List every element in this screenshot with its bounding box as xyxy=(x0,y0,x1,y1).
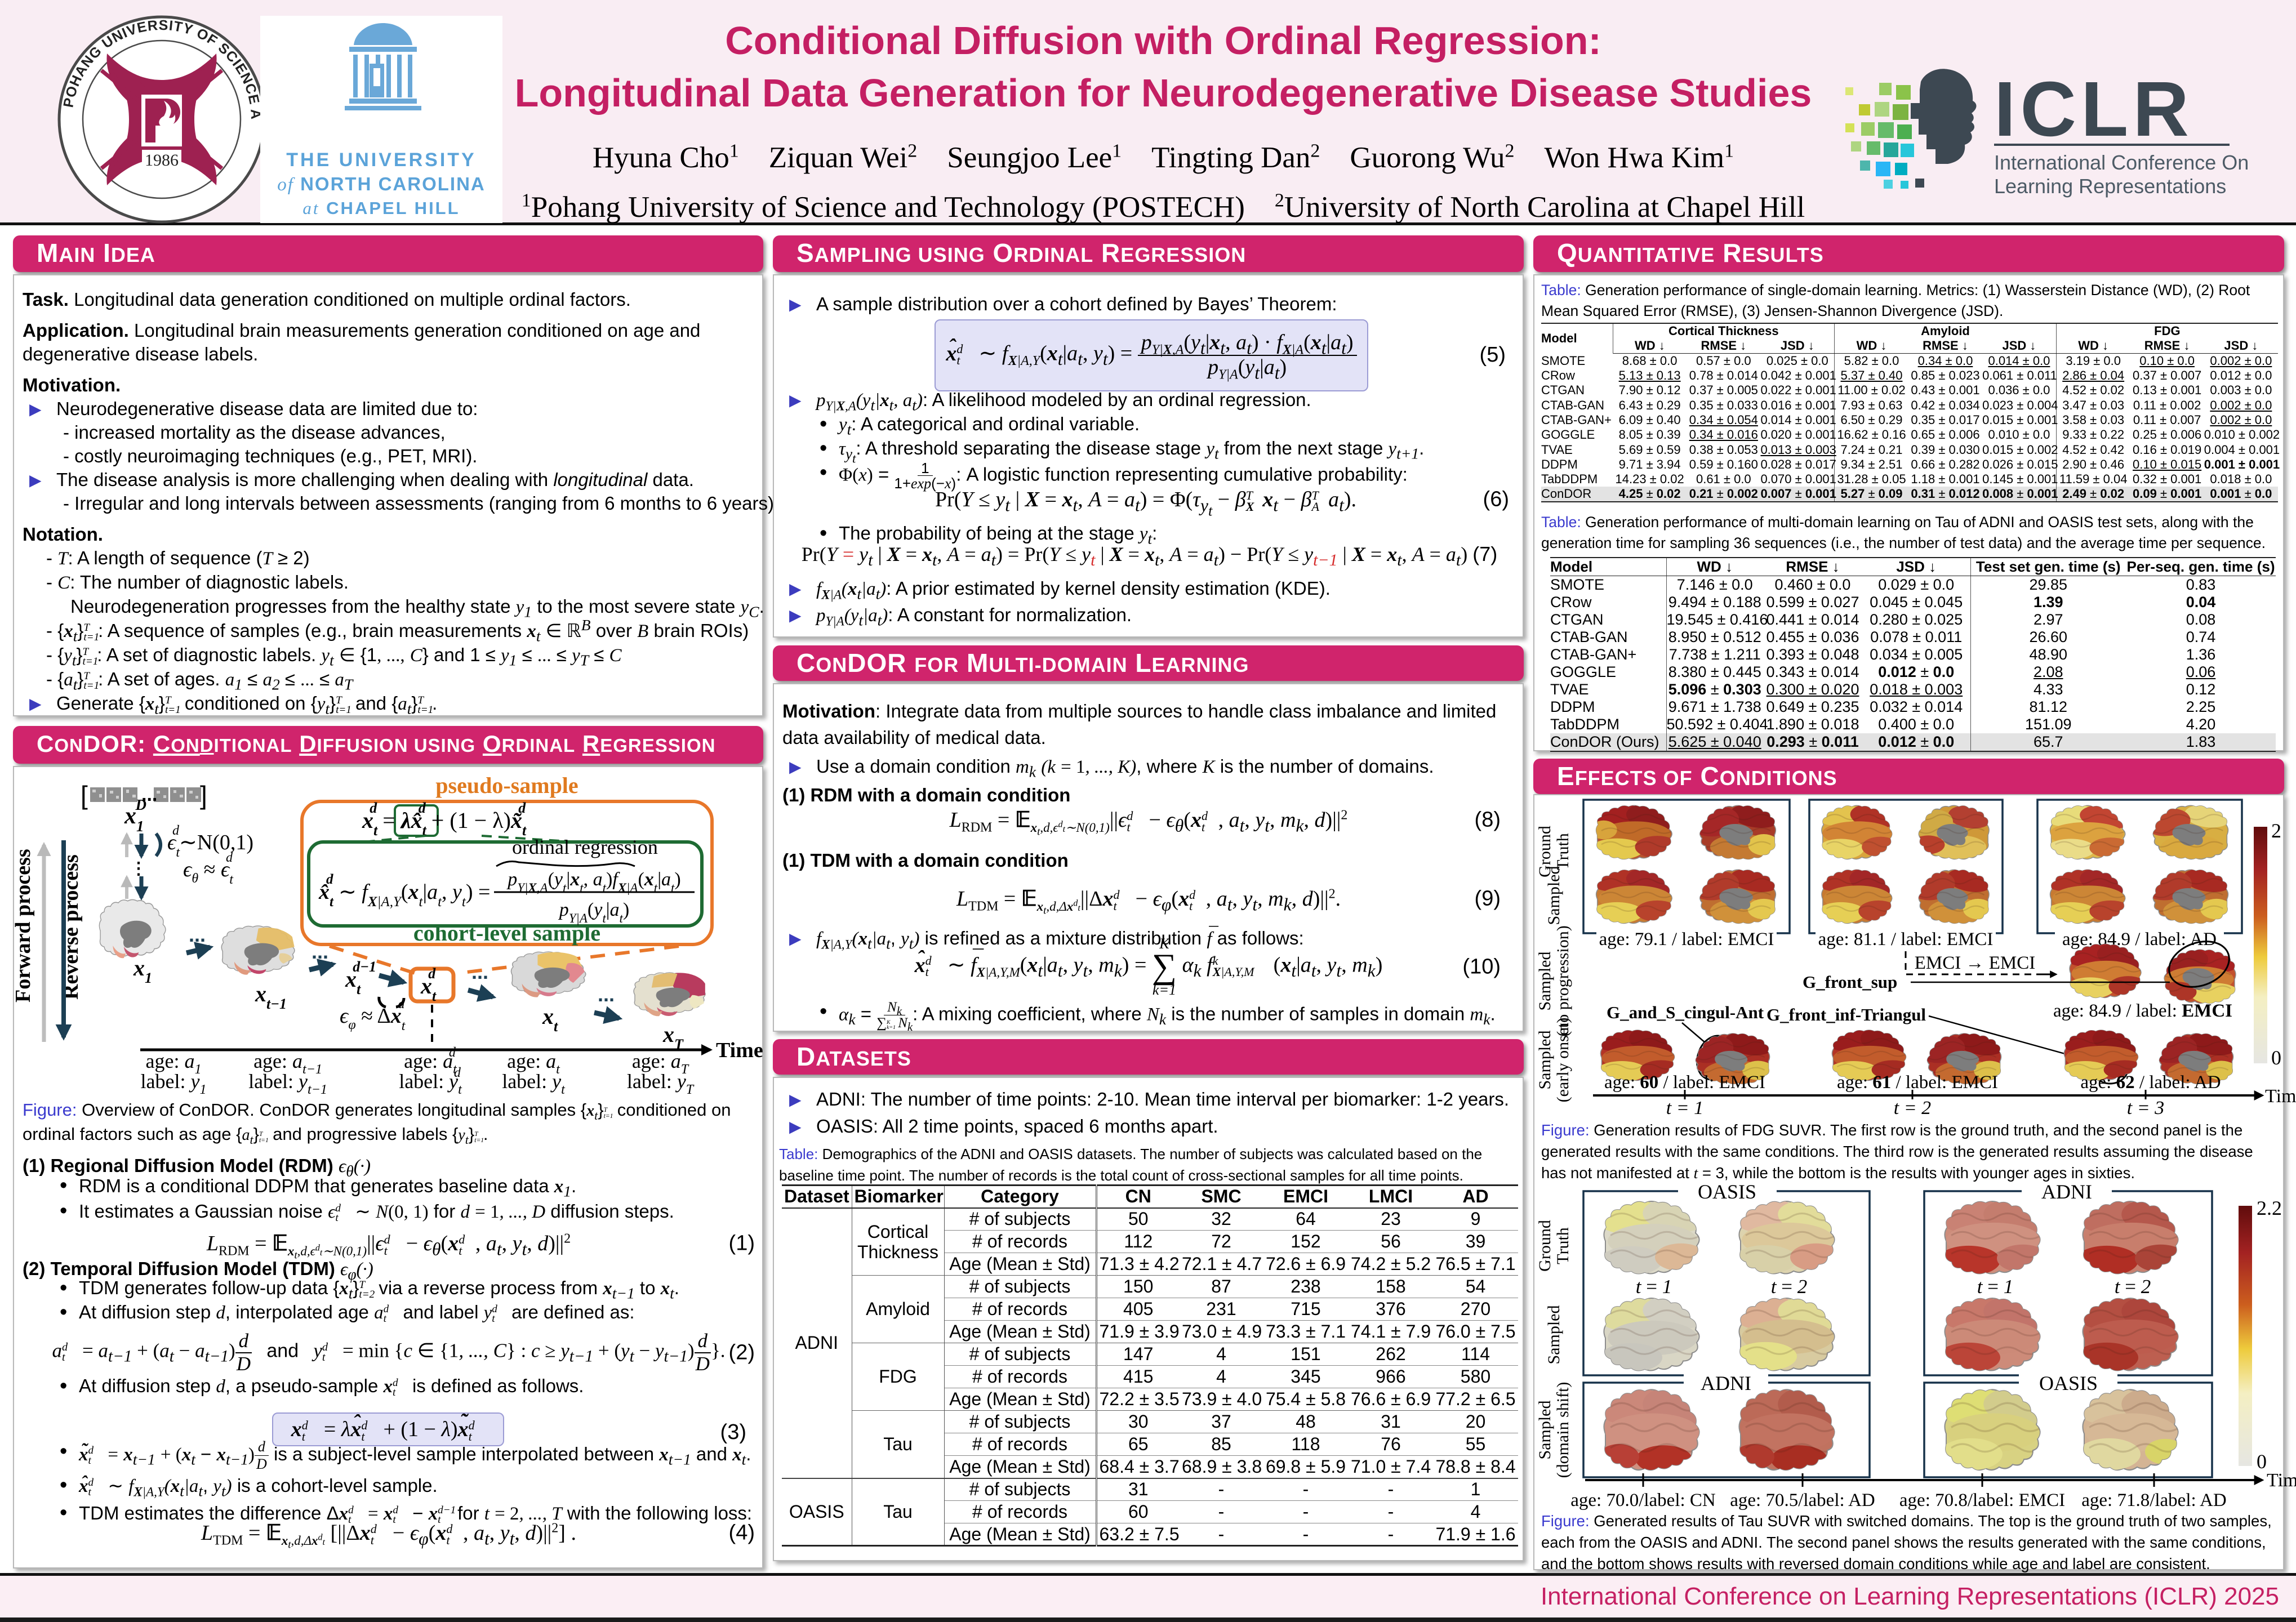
svg-text:1986: 1986 xyxy=(145,151,179,170)
svg-text:Time: Time xyxy=(716,1039,763,1062)
svg-text:xtd−1: xtd−1 xyxy=(345,959,376,997)
svg-text:age: 84.9 / label: EMCI: age: 84.9 / label: EMCI xyxy=(2053,1001,2232,1021)
svg-text:age: 79.1 / label: EMCI: age: 79.1 / label: EMCI xyxy=(1599,929,1774,950)
svg-text:ADNI: ADNI xyxy=(1701,1372,1751,1394)
svg-text:t = 2: t = 2 xyxy=(2115,1276,2151,1298)
svg-text:2.2: 2.2 xyxy=(2257,1197,2282,1219)
svg-text:...: ... xyxy=(141,784,157,805)
svg-text:ϵφ ≈ Δxtd: ϵφ ≈ Δxtd xyxy=(340,997,406,1033)
svg-text:ICLR: ICLR xyxy=(1994,66,2193,153)
svg-text:OASIS: OASIS xyxy=(2039,1372,2098,1394)
svg-text:t = 1: t = 1 xyxy=(1666,1098,1703,1119)
svg-text:xt−1: xt−1 xyxy=(255,981,287,1012)
svg-text:Truth: Truth xyxy=(1554,1227,1572,1264)
svg-text:Learning Representations: Learning Representations xyxy=(1994,175,2226,198)
svg-text:ADNI: ADNI xyxy=(2041,1180,2092,1203)
svg-text:Truth: Truth xyxy=(1554,833,1572,870)
svg-text:Sampled: Sampled xyxy=(1545,866,1563,925)
svg-text:Time: Time xyxy=(2267,1470,2296,1491)
svg-text:label: yt: label: yt xyxy=(502,1070,566,1097)
svg-text:Ground: Ground xyxy=(1536,826,1554,877)
svg-text:...: ... xyxy=(189,923,206,946)
svg-text:x1: x1 xyxy=(133,955,152,986)
svg-text:]: ] xyxy=(200,781,207,810)
svg-text:age: 70.8/label: EMCI: age: 70.8/label: EMCI xyxy=(1899,1490,2065,1510)
svg-text:pY|A(yt|at): pY|A(yt|at) xyxy=(558,899,630,925)
svg-text:xt: xt xyxy=(542,1004,558,1035)
svg-text:age: 71.8/label: AD: age: 71.8/label: AD xyxy=(2081,1490,2227,1510)
svg-text:pseudo-sample: pseudo-sample xyxy=(435,777,578,798)
svg-text:Time: Time xyxy=(2265,1086,2296,1107)
svg-text:label: y1: label: y1 xyxy=(141,1070,207,1097)
svg-text:0: 0 xyxy=(2257,1450,2267,1473)
svg-text:G_and_S_cingul-Ant: G_and_S_cingul-Ant xyxy=(1607,1002,1764,1022)
svg-text:ϵtd∼N(0,1): ϵtd∼N(0,1) xyxy=(167,823,253,860)
svg-text:Forward process: Forward process xyxy=(14,849,35,1002)
svg-text:age: 70.0/label: CN: age: 70.0/label: CN xyxy=(1570,1490,1716,1510)
svg-text:(early onset): (early onset) xyxy=(1554,1018,1572,1103)
svg-text:age: atd: age: atd xyxy=(404,1045,457,1077)
svg-text:Sampled: Sampled xyxy=(1536,1031,1554,1090)
svg-text:International Conference On: International Conference On xyxy=(1994,151,2249,174)
svg-text:xtd: xtd xyxy=(420,965,437,1004)
svg-text:0: 0 xyxy=(2271,1046,2281,1069)
svg-text:cohort-level sample: cohort-level sample xyxy=(413,920,600,946)
svg-text:2: 2 xyxy=(2271,819,2281,842)
svg-text:t = 2: t = 2 xyxy=(1771,1276,1807,1298)
svg-text:label: yT: label: yT xyxy=(627,1070,695,1097)
svg-text:age: 81.1 / label: EMCI: age: 81.1 / label: EMCI xyxy=(1818,929,1994,950)
svg-text:G_front_inf-Triangul: G_front_inf-Triangul xyxy=(1767,1005,1926,1024)
svg-text:t = 2: t = 2 xyxy=(1894,1098,1931,1119)
svg-text:x1D: x1D xyxy=(124,796,146,835)
svg-text:age: 61 / label: EMCI: age: 61 / label: EMCI xyxy=(1837,1072,1998,1093)
svg-text:xT: xT xyxy=(662,1022,684,1053)
svg-text:Sampled: Sampled xyxy=(1536,952,1554,1011)
svg-text:(no progression): (no progression) xyxy=(1554,925,1572,1036)
svg-text:age: 60 / label: EMCI: age: 60 / label: EMCI xyxy=(1604,1072,1765,1093)
svg-text:Sampled: Sampled xyxy=(1545,1305,1563,1365)
svg-text:t = 1: t = 1 xyxy=(1977,1276,2013,1298)
svg-text:age: 62 / label: AD: age: 62 / label: AD xyxy=(2080,1072,2221,1093)
svg-text:(domain shift): (domain shift) xyxy=(1554,1382,1572,1478)
svg-text:label: ytd: label: ytd xyxy=(399,1066,462,1097)
svg-text:t = 3: t = 3 xyxy=(2127,1098,2164,1119)
svg-text:[: [ xyxy=(81,781,88,810)
svg-text:ordinal regression: ordinal regression xyxy=(512,836,658,858)
svg-text:Sampled: Sampled xyxy=(1536,1401,1554,1460)
svg-text:t = 1: t = 1 xyxy=(1636,1276,1672,1298)
svg-text:Ground: Ground xyxy=(1536,1220,1554,1272)
svg-text:OASIS: OASIS xyxy=(1698,1180,1756,1203)
svg-text:⋮: ⋮ xyxy=(130,859,147,878)
svg-text:G_front_sup: G_front_sup xyxy=(1803,972,1897,992)
svg-text:EMCI → EMCI: EMCI → EMCI xyxy=(1915,953,2036,973)
svg-text:ϵθ ≈ ϵtd: ϵθ ≈ ϵtd xyxy=(183,850,234,887)
svg-text:age: 70.5/label: AD: age: 70.5/label: AD xyxy=(1730,1490,1875,1510)
svg-text:...: ... xyxy=(598,983,615,1006)
svg-text:age: 84.9 / label: AD: age: 84.9 / label: AD xyxy=(2062,929,2217,950)
